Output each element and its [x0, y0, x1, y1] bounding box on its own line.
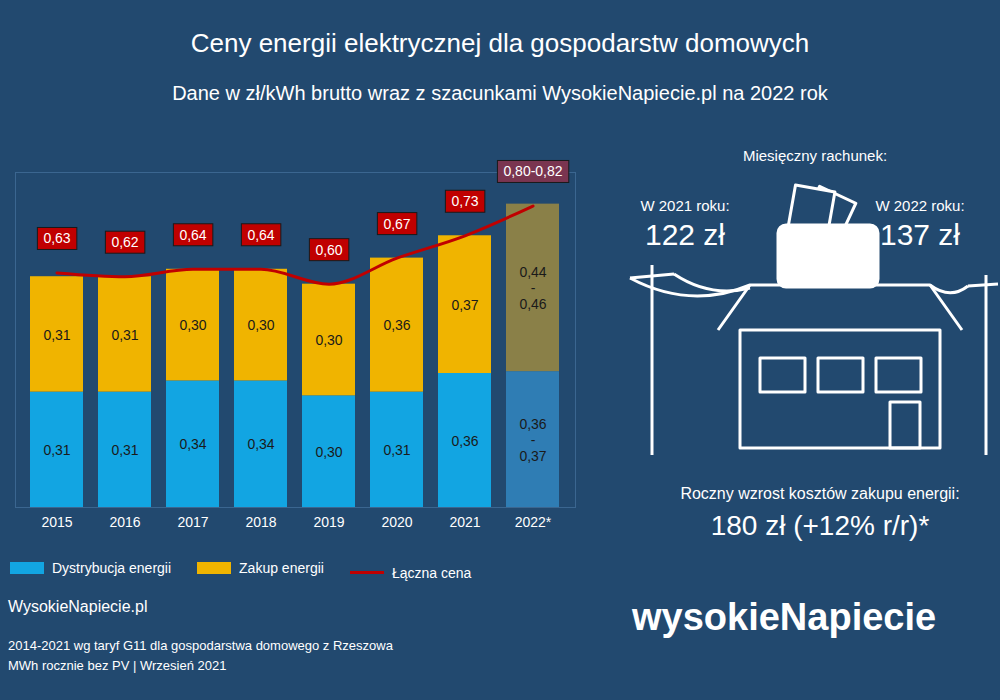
svg-text:0,31: 0,31: [43, 327, 70, 343]
svg-text:0,31: 0,31: [43, 442, 70, 458]
svg-text:0,31: 0,31: [111, 442, 138, 458]
html-text:Dystrybucja energii: Dystrybucja energii: [52, 560, 172, 576]
html-text:137 zł: 137 zł: [880, 218, 960, 251]
svg-text:0,44-0,46: 0,44-0,46: [519, 264, 546, 312]
svg-text:0,62: 0,62: [111, 234, 138, 250]
svg-text:0,73: 0,73: [451, 193, 478, 209]
svg-text:2016: 2016: [109, 514, 140, 530]
svg-text:0,31: 0,31: [383, 442, 410, 458]
svg-text:0,34: 0,34: [247, 436, 274, 452]
html-text:wysokieNapiecie: wysokieNapiecie: [632, 596, 937, 638]
svg-text:0,36: 0,36: [451, 433, 478, 449]
svg-text:0,30: 0,30: [247, 317, 274, 333]
html-text:MWh rocznie bez PV | Wrzesień: MWh rocznie bez PV | Wrzesień 2021: [8, 658, 227, 673]
svg-text:0,30: 0,30: [179, 317, 206, 333]
svg-text:0,67: 0,67: [383, 216, 410, 232]
svg-text:0,31: 0,31: [111, 327, 138, 343]
html-text:122 zł: 122 zł: [645, 218, 725, 251]
html-text:Łączna cena: Łączna cena: [391, 564, 472, 581]
svg-text:0,30: 0,30: [315, 444, 342, 460]
svg-text:0,60: 0,60: [315, 242, 342, 258]
svg-text:0,36-0,37: 0,36-0,37: [519, 416, 546, 464]
svg-text:0,30: 0,30: [315, 332, 342, 348]
svg-text:0,80-0,82: 0,80-0,82: [503, 163, 562, 179]
html-text:2014-2021 wg taryf G11 dla gos: 2014-2021 wg taryf G11 dla gospodarstwa …: [8, 638, 393, 653]
svg-text:0,64: 0,64: [247, 227, 274, 243]
svg-text:2021: 2021: [449, 514, 480, 530]
svg-text:2015: 2015: [41, 514, 72, 530]
svg-text:2020: 2020: [381, 514, 412, 530]
html-text:Roczny wzrost kosztów zakupu e: Roczny wzrost kosztów zakupu energii:: [680, 485, 960, 502]
svg-text:2022*: 2022*: [515, 514, 552, 530]
html-text:Dane w zł/kWh brutto wraz z sz: Dane w zł/kWh brutto wraz z szacunkami W…: [172, 82, 828, 104]
html-text:Zakup energii: Zakup energii: [239, 560, 324, 576]
svg-text:0,37: 0,37: [451, 297, 478, 313]
svg-text:2019: 2019: [313, 514, 344, 530]
html-text:WysokieNapiecie.pl: WysokieNapiecie.pl: [8, 598, 148, 615]
svg-text:0,64: 0,64: [179, 227, 206, 243]
svg-text:0,36: 0,36: [383, 317, 410, 333]
html-text:Miesięczny rachunek:: Miesięczny rachunek:: [742, 147, 888, 164]
html-text:W 2021 roku:: W 2021 roku:: [640, 197, 730, 214]
html-text:Ceny energii elektrycznej dla: Ceny energii elektrycznej dla gospodarst…: [190, 28, 810, 58]
svg-text:0,63: 0,63: [43, 230, 70, 246]
svg-text:0,34: 0,34: [179, 436, 206, 452]
html-text:W 2022 roku:: W 2022 roku:: [875, 197, 965, 214]
html-text:180 zł (+12% r/r)*: 180 zł (+12% r/r)*: [710, 510, 930, 541]
svg-text:2017: 2017: [177, 514, 208, 530]
svg-text:2018: 2018: [245, 514, 276, 530]
